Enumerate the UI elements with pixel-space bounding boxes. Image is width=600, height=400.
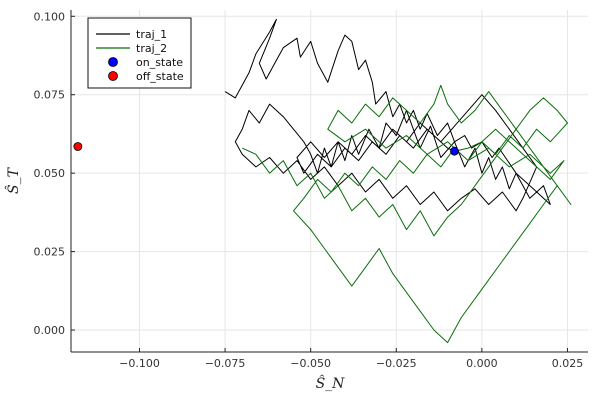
y-tick-label: 0.000 <box>34 324 66 337</box>
legend-on-state-marker <box>108 57 118 67</box>
series-traj-1-line <box>224 18 551 212</box>
x-tick-label: −0.075 <box>205 357 246 370</box>
legend-box <box>87 17 192 89</box>
x-tick-label: −0.025 <box>376 357 417 370</box>
legend-off-state-marker <box>108 71 118 81</box>
series-layer <box>73 18 572 344</box>
x-tick-label: −0.100 <box>119 357 160 370</box>
legend-on-state-label: on_state <box>136 56 183 69</box>
legend-traj-2-label: traj_2 <box>136 42 167 55</box>
axes <box>70 10 588 353</box>
y-tick-label: 0.025 <box>34 246 66 259</box>
legend-traj-1-label: traj_1 <box>136 28 167 41</box>
x-tick-label: 0.000 <box>466 357 498 370</box>
y-tick-label: 0.100 <box>34 10 66 23</box>
point-off-state <box>73 142 83 151</box>
y-ticks: 0.000 0.025 0.050 0.075 0.100 <box>34 10 75 337</box>
x-tick-label: −0.050 <box>290 357 331 370</box>
series-traj-2-line <box>241 84 572 344</box>
x-ticks: −0.100 −0.075 −0.050 −0.025 0.000 0.025 <box>119 348 583 370</box>
legend: traj_1 traj_2 on_state off_state <box>87 17 192 89</box>
point-on-state <box>450 146 459 156</box>
y-tick-label: 0.075 <box>34 89 66 102</box>
y-axis-label: Ŝ_T <box>4 166 22 194</box>
x-tick-label: 0.025 <box>552 357 584 370</box>
x-axis-label: Ŝ_N <box>316 374 346 392</box>
legend-off-state-label: off_state <box>136 70 184 83</box>
y-tick-label: 0.050 <box>34 167 66 180</box>
grid <box>71 10 588 352</box>
